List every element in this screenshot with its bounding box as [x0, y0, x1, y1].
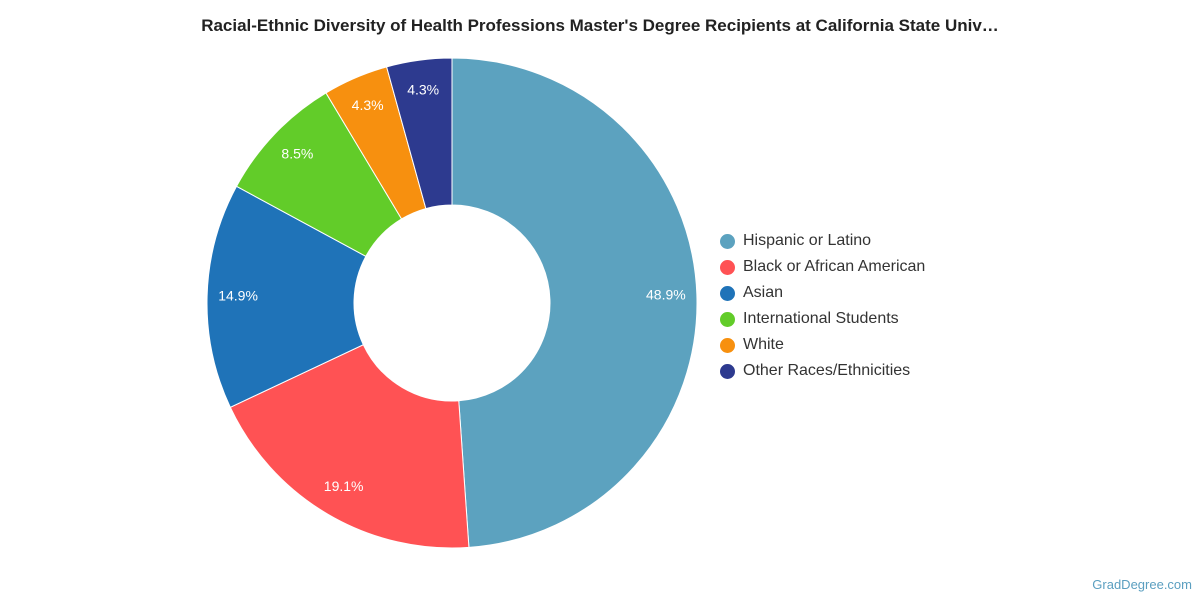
chart-slices — [206, 57, 698, 549]
slice-1[interactable] — [229, 344, 470, 549]
slice-label-3: 8.5% — [281, 146, 313, 162]
slice-5[interactable] — [385, 57, 453, 210]
chart-slice-labels: 48.9% 19.1% 14.9% 8.5% 4.3% 4.3% — [218, 82, 685, 495]
legend-label: Other Races/Ethnicities — [743, 362, 911, 379]
slice-label-2: 14.9% — [218, 288, 258, 304]
legend-item-4[interactable]: White — [720, 332, 925, 358]
legend-swatch — [720, 337, 735, 353]
slice-label-1: 19.1% — [324, 478, 364, 494]
legend-item-5[interactable]: Other Races/Ethnicities — [720, 358, 925, 384]
slice-label-0: 48.9% — [646, 286, 686, 302]
legend-swatch — [720, 311, 735, 327]
legend-label: International Students — [743, 310, 899, 327]
legend-item-2[interactable]: Asian — [720, 280, 925, 306]
slice-0[interactable] — [451, 57, 698, 548]
slice-2[interactable] — [206, 185, 367, 408]
legend-item-1[interactable]: Black or African American — [720, 254, 925, 280]
slice-label-4: 4.3% — [352, 97, 384, 113]
legend-swatch — [720, 363, 735, 379]
legend-label: Hispanic or Latino — [743, 232, 872, 249]
chart-legend: Hispanic or Latino Black or African Ameri… — [720, 228, 925, 384]
legend-swatch — [720, 285, 735, 301]
legend-swatch — [720, 259, 735, 275]
legend-item-0[interactable]: Hispanic or Latino — [720, 228, 925, 254]
legend-swatch — [720, 233, 735, 249]
slice-label-5: 4.3% — [407, 82, 439, 98]
chart-title: Racial-Ethnic Diversity of Health Profes… — [201, 16, 999, 35]
legend-label: White — [743, 336, 784, 353]
legend-label: Black or African American — [743, 258, 926, 275]
legend-item-3[interactable]: International Students — [720, 306, 925, 332]
legend-label: Asian — [743, 284, 784, 301]
watermark: GradDegree.com — [1092, 577, 1192, 592]
